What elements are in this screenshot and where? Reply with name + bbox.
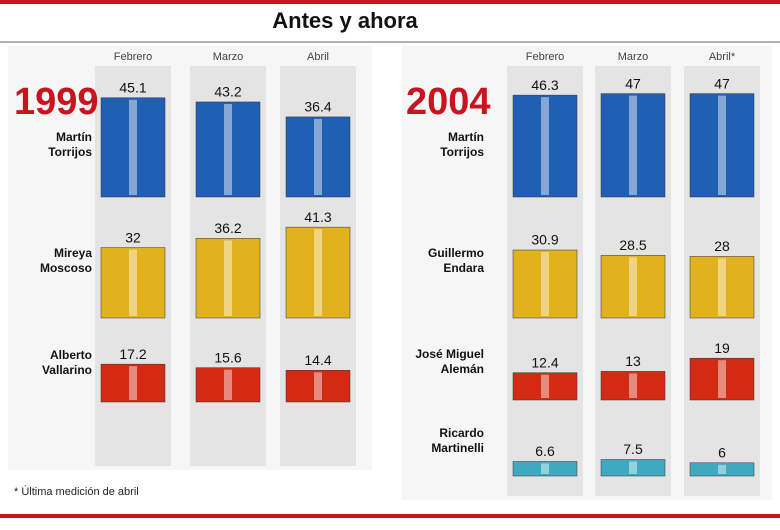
bar-highlight	[718, 95, 726, 195]
bar	[512, 249, 578, 319]
bar	[600, 371, 666, 401]
bar-highlight	[629, 95, 637, 195]
value-label: 19	[714, 340, 730, 356]
bar	[100, 247, 166, 319]
bar-highlight	[718, 258, 726, 316]
footnote: * Última medición de abril	[14, 485, 139, 498]
bar	[689, 357, 755, 401]
bar-highlight	[718, 360, 726, 398]
candidate-name: José Miguel Alemán	[415, 347, 484, 376]
month-label: Abril	[307, 51, 329, 63]
candidate-name: Martín Torrijos	[440, 130, 484, 159]
value-label: 43.2	[214, 84, 241, 100]
bar	[195, 238, 261, 319]
bar-highlight	[541, 97, 549, 195]
bar-highlight	[541, 252, 549, 316]
value-label: 36.4	[304, 99, 331, 115]
value-label: 17.2	[119, 346, 146, 362]
bar	[512, 461, 578, 477]
candidate-name: Alberto Vallarino	[41, 348, 92, 377]
bar	[600, 93, 666, 198]
month-label: Febrero	[114, 51, 153, 63]
bar-highlight	[129, 249, 137, 316]
value-label: 6	[718, 445, 726, 461]
bar	[689, 462, 755, 477]
candidate-name: Guillermo Endara	[427, 245, 484, 275]
bar	[285, 116, 351, 198]
value-label: 7.5	[623, 441, 643, 457]
bar	[512, 94, 578, 198]
bar-highlight	[629, 461, 637, 474]
chart-title: Antes y ahora	[272, 8, 418, 33]
bar-highlight	[629, 257, 637, 316]
bar	[285, 226, 351, 319]
bar	[512, 372, 578, 401]
bar-highlight	[629, 373, 637, 398]
value-label: 6.6	[535, 443, 555, 459]
value-label: 15.6	[214, 349, 241, 365]
candidate-name: Mireya Moscoso	[39, 245, 92, 275]
candidate-name: Ricardo Martinelli	[431, 426, 484, 455]
bar-highlight	[129, 366, 137, 400]
year-label: 2004	[406, 81, 491, 123]
bar	[195, 367, 261, 403]
value-label: 30.9	[531, 232, 558, 248]
bottom-rule	[0, 514, 780, 518]
bar-highlight	[129, 99, 137, 195]
value-label: 47	[625, 75, 641, 91]
value-label: 47	[714, 75, 730, 91]
value-label: 14.4	[304, 352, 331, 368]
bar	[600, 459, 666, 477]
bar	[600, 255, 666, 319]
bar-highlight	[314, 229, 322, 316]
value-label: 12.4	[531, 354, 558, 370]
bar-highlight	[224, 369, 232, 400]
month-label: Abril*	[709, 51, 736, 63]
bar-highlight	[541, 463, 549, 474]
bar	[285, 370, 351, 403]
bar-highlight	[224, 240, 232, 316]
bar-highlight	[314, 118, 322, 195]
bar	[100, 363, 166, 403]
value-label: 36.2	[214, 220, 241, 236]
value-label: 32	[125, 229, 141, 245]
bar	[689, 93, 755, 198]
bar	[100, 97, 166, 198]
value-label: 13	[625, 353, 641, 369]
year-label: 1999	[14, 81, 99, 123]
candidate-name: Martín Torrijos	[48, 130, 92, 159]
top-rule	[0, 0, 780, 4]
month-label: Febrero	[526, 51, 565, 63]
month-label: Marzo	[618, 51, 649, 63]
value-label: 46.3	[531, 77, 558, 93]
bar	[195, 101, 261, 198]
bar-highlight	[541, 374, 549, 398]
bar	[689, 256, 755, 319]
value-label: 28	[714, 238, 730, 254]
month-label: Marzo	[213, 51, 244, 63]
bar-highlight	[224, 103, 232, 195]
bar-highlight	[314, 372, 322, 400]
value-label: 45.1	[119, 79, 146, 95]
bar-highlight	[718, 464, 726, 474]
value-label: 28.5	[619, 237, 646, 253]
value-label: 41.3	[304, 209, 331, 225]
